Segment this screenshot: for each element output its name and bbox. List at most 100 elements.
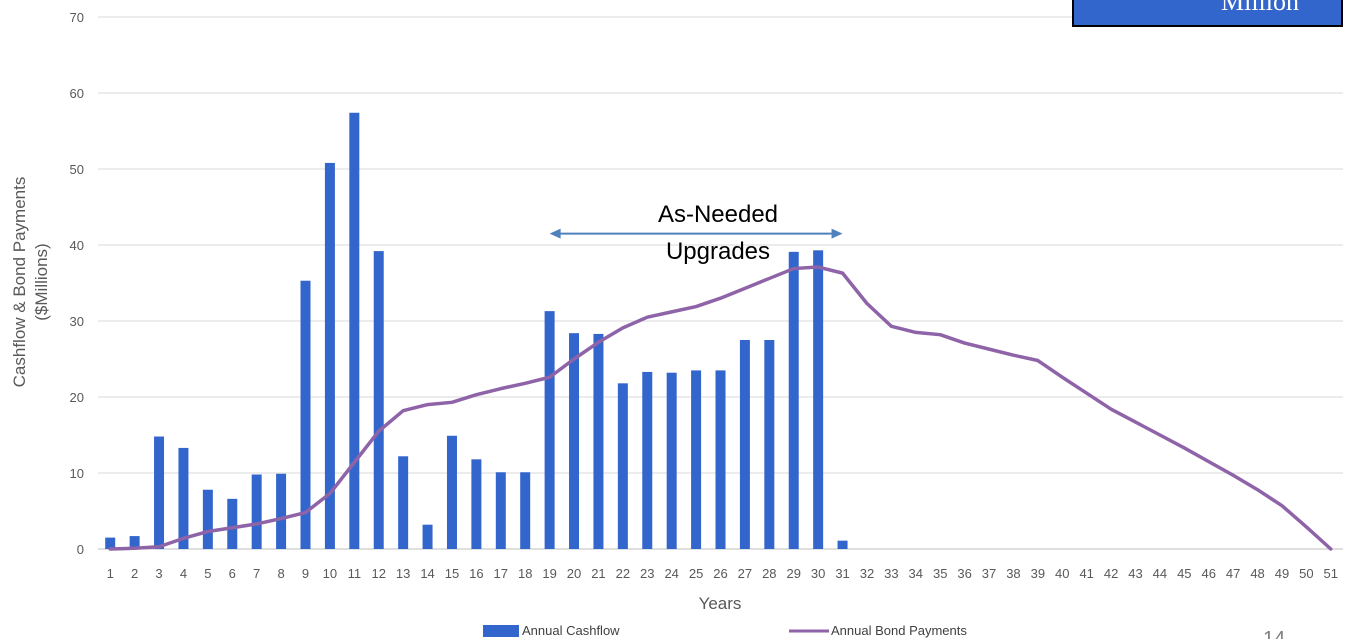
x-tick-label: 10 [323,566,337,581]
bar-annual-cashflow [666,372,677,549]
x-tick-label: 12 [372,566,386,581]
x-tick-label: 14 [420,566,434,581]
x-tick-label: 50 [1299,566,1313,581]
x-tick-label: 11 [348,566,362,581]
x-tick-label: 41 [1079,566,1093,581]
x-tick-label: 4 [180,566,187,581]
bar-annual-cashflow [471,459,482,549]
x-tick-label: 9 [302,566,309,581]
bar-annual-cashflow [520,472,531,549]
page-number: 14 [1263,628,1285,639]
line-annual-bond-payments [108,265,1333,551]
x-axis-title: Years [699,594,742,613]
x-tick-label: 29 [787,566,801,581]
x-tick-label: 25 [689,566,703,581]
bar-annual-cashflow [764,340,775,549]
bar-annual-cashflow [544,311,555,549]
x-tick-label: 34 [909,566,923,581]
x-tick-label: 13 [396,566,410,581]
annual-bond-payments-line [108,265,1333,551]
arrowhead-left-icon [549,228,561,239]
annotation-line-2: Upgrades [666,238,770,265]
x-tick-label: 36 [957,566,971,581]
bar-annual-cashflow [813,250,824,549]
bar-annual-cashflow [837,540,848,549]
bar-annual-cashflow [422,524,433,549]
x-tick-label: 24 [664,566,678,581]
bar-annual-cashflow [251,474,262,549]
bar-annual-cashflow [227,498,238,549]
bar-annual-cashflow [276,473,287,549]
x-tick-label: 8 [277,566,284,581]
bar-annual-cashflow [129,536,140,549]
x-tick-label: 33 [884,566,898,581]
x-tick-label: 21 [591,566,605,581]
bar-annual-cashflow [739,340,750,549]
x-tick-label: 44 [1153,566,1167,581]
x-tick-label: 3 [155,566,162,581]
y-tick-label: 50 [70,162,84,177]
bar-annual-cashflow [691,370,702,549]
callout-box: Million [1072,0,1343,27]
bar-annual-cashflow [642,371,653,549]
x-tick-label: 40 [1055,566,1069,581]
x-tick-label: 35 [933,566,947,581]
x-tick-label: 17 [494,566,508,581]
x-tick-label: 23 [640,566,654,581]
arrowhead-right-icon [831,228,843,239]
x-tick-label: 22 [616,566,630,581]
legend-label-annual-bond-payments: Annual Bond Payments [831,623,967,638]
x-tick-label: 31 [835,566,849,581]
x-tick-label: 27 [738,566,752,581]
x-tick-label: 16 [469,566,483,581]
y-tick-label: 10 [70,466,84,481]
callout-background [1072,0,1343,27]
y-tick-label: 60 [70,86,84,101]
bar-annual-cashflow [788,251,799,549]
bar-annual-cashflow [495,472,506,549]
bar-annual-cashflow [202,489,213,549]
legend: Annual Cashflow Annual Bond Payments [483,623,967,638]
bar-annual-cashflow [349,112,360,549]
x-tick-label: 49 [1275,566,1289,581]
x-tick-label: 46 [1202,566,1216,581]
legend-label-annual-cashflow: Annual Cashflow [522,623,620,638]
annual-cashflow-bars [105,112,848,550]
x-tick-label: 43 [1128,566,1142,581]
x-tick-label: 39 [1031,566,1045,581]
y-axis-title-line-1: Cashflow & Bond Payments [10,177,29,388]
annotation-line-1: As-Needed [658,201,778,228]
y-tick-label: 20 [70,390,84,405]
bar-annual-cashflow [593,333,604,549]
bar-annual-cashflow [715,370,726,549]
bar-annual-cashflow [617,383,628,549]
x-tick-label: 26 [713,566,727,581]
bar-annual-cashflow [105,537,116,549]
x-tick-label: 48 [1250,566,1264,581]
bar-annual-cashflow [569,333,580,549]
bar-annual-cashflow [324,162,335,550]
x-tick-label: 6 [229,566,236,581]
y-axis-title-line-2: ($Millions) [32,243,51,320]
bar-annual-cashflow [398,456,409,549]
x-tick-label: 18 [518,566,532,581]
as-needed-upgrades-annotation: As-Needed Upgrades [549,201,843,265]
x-tick-label: 2 [131,566,138,581]
y-axis-ticks: 0 10 20 30 40 50 60 70 [70,10,84,557]
x-tick-label: 45 [1177,566,1191,581]
x-tick-label: 5 [204,566,211,581]
x-tick-label: 37 [982,566,996,581]
y-tick-label: 30 [70,314,84,329]
bar-annual-cashflow [446,435,457,549]
y-tick-label: 40 [70,238,84,253]
x-tick-label: 51 [1324,566,1338,581]
bar-annual-cashflow [154,436,165,549]
x-axis-ticks: 1 2 3 4 5 6 7 8 9 10 11 12 13 14 15 16 17 18 19 20 21 22 23 24 2… [107,566,1338,581]
bar-annual-cashflow [178,447,189,549]
x-tick-label: 30 [811,566,825,581]
x-tick-label: 42 [1104,566,1118,581]
bar-annual-cashflow [373,251,384,549]
x-tick-label: 7 [253,566,260,581]
x-tick-label: 1 [107,566,114,581]
